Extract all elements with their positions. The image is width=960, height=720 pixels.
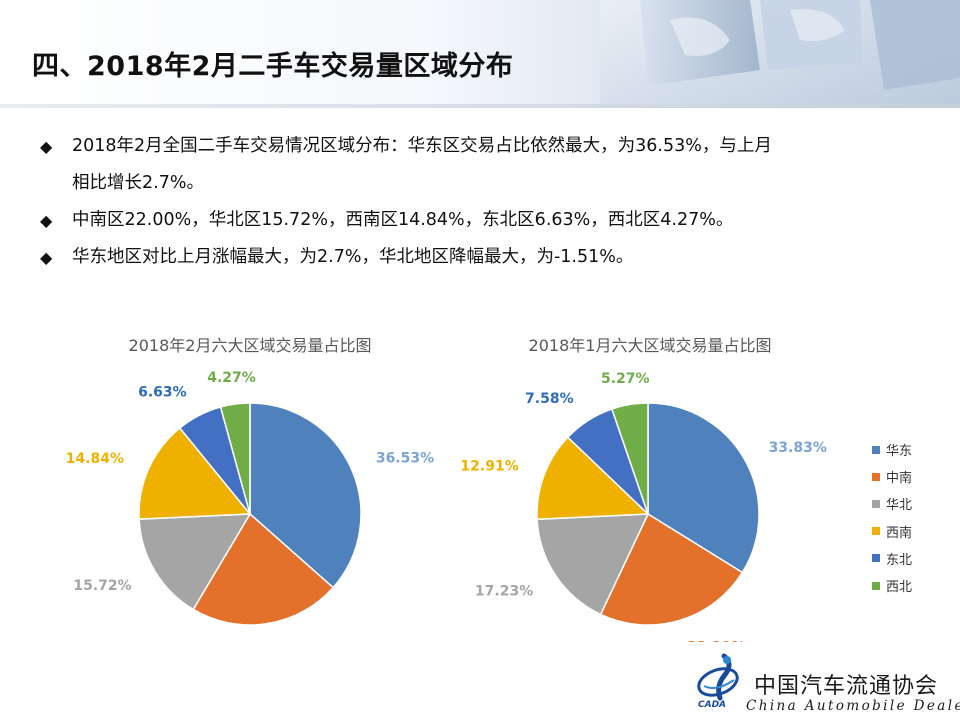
cada-logo: CADA 中国汽车流通协会 China Automobile Dealers xyxy=(694,652,960,718)
header-decorative-image xyxy=(600,0,960,104)
pie-data-label: 36.53% xyxy=(376,450,434,466)
pie-data-label: 15.72% xyxy=(73,578,131,594)
slide-title: 四、2018年2月二手车交易量区域分布 xyxy=(32,51,514,82)
pie-data-label: 6.63% xyxy=(138,384,187,400)
legend-swatch xyxy=(872,581,880,590)
chart-legend: 华东 中南 华北 西南 东北 西北 xyxy=(872,436,952,599)
bullet-text-continued: 相比增长2.7%。 xyxy=(72,173,204,193)
bullet-text: 2018年2月全国二手车交易情况区域分布：华东区交易占比依然最大，为36.53%… xyxy=(72,136,772,156)
title-underline xyxy=(0,104,960,108)
pie-slice-华北 xyxy=(536,513,650,616)
pie-slice-西南 xyxy=(138,426,252,520)
header-banner: 四、2018年2月二手车交易量区域分布 xyxy=(0,0,960,104)
pie-data-label: 33.83% xyxy=(769,440,827,456)
pie-slice-华东 xyxy=(249,402,362,589)
pie-slice-中南 xyxy=(599,512,744,626)
legend-swatch xyxy=(872,554,880,563)
logo-abbr: CADA xyxy=(698,700,727,710)
legend-label: 华东 xyxy=(886,444,913,460)
pie-chart-feb: 2018年2月六大区域交易量占比图 36.53%22.00%15.72%14.8… xyxy=(60,322,440,642)
legend-item: 华东 xyxy=(872,436,952,463)
pie-data-label: 12.91% xyxy=(460,459,518,475)
bullet-item: ◆ 华东地区对比上月涨幅最大，为2.7%，华北地区降幅最大，为-1.51%。 xyxy=(40,239,930,276)
pie-data-label: 4.27% xyxy=(207,370,256,386)
chart-title: 2018年2月六大区域交易量占比图 xyxy=(128,336,372,355)
legend-label: 西北 xyxy=(886,580,913,596)
legend-label: 华北 xyxy=(886,498,913,514)
bullet-text: 华东地区对比上月涨幅最大，为2.7%，华北地区降幅最大，为-1.51%。 xyxy=(72,247,634,267)
bullet-item: ◆ 中南区22.00%，华北区15.72%，西南区14.84%，东北区6.63%… xyxy=(40,202,930,239)
legend-label: 东北 xyxy=(886,552,913,568)
pie-slice-华东 xyxy=(647,402,760,574)
legend-item: 东北 xyxy=(872,545,952,572)
cada-emblem-icon xyxy=(697,653,739,701)
legend-item: 西北 xyxy=(872,572,952,599)
pie-data-label: 5.27% xyxy=(601,371,650,387)
legend-label: 西南 xyxy=(886,525,913,541)
legend-swatch xyxy=(872,499,880,508)
legend-label: 中南 xyxy=(886,471,913,487)
pie-data-label: 23.19% xyxy=(687,639,745,642)
bullet-text: 中南区22.00%，华北区15.72%，西南区14.84%，东北区6.63%，西… xyxy=(72,210,734,230)
pie-svg: 36.53%22.00%15.72%14.84%6.63%4.27% xyxy=(66,370,434,626)
legend-swatch xyxy=(872,527,880,536)
logo-name-en: China Automobile Dealers xyxy=(746,698,960,714)
diamond-bullet-icon: ◆ xyxy=(40,248,53,267)
legend-item: 中南 xyxy=(872,463,952,490)
diamond-bullet-icon: ◆ xyxy=(40,211,53,230)
diamond-bullet-icon: ◆ xyxy=(40,137,53,156)
legend-item: 华北 xyxy=(872,490,952,517)
pie-slice-西南 xyxy=(536,436,650,521)
pie-slice-中南 xyxy=(192,512,335,626)
bullet-item: ◆ 2018年2月全国二手车交易情况区域分布：华东区交易占比依然最大，为36.5… xyxy=(40,128,930,202)
pie-svg: 33.83% 23.19% 17.23% 12.91% 7.58% 5.27% xyxy=(460,371,827,642)
pie-slice-西北 xyxy=(219,402,251,515)
legend-swatch xyxy=(872,472,880,481)
pie-data-label: 7.58% xyxy=(525,391,574,407)
pie-chart-jan: 2018年1月六大区域交易量占比图 33.83% 23.19% 17.23% 12.9… xyxy=(460,322,840,642)
chart-title: 2018年1月六大区域交易量占比图 xyxy=(528,336,772,355)
legend-swatch xyxy=(872,445,880,454)
pie-data-label: 17.23% xyxy=(475,584,533,600)
pie-slice-西北 xyxy=(610,402,649,515)
logo-name-cn: 中国汽车流通协会 xyxy=(754,674,939,699)
bullet-list: ◆ 2018年2月全国二手车交易情况区域分布：华东区交易占比依然最大，为36.5… xyxy=(40,128,930,276)
pie-data-label: 14.84% xyxy=(66,451,124,467)
pie-slice-华北 xyxy=(138,513,252,611)
legend-item: 西南 xyxy=(872,518,952,545)
